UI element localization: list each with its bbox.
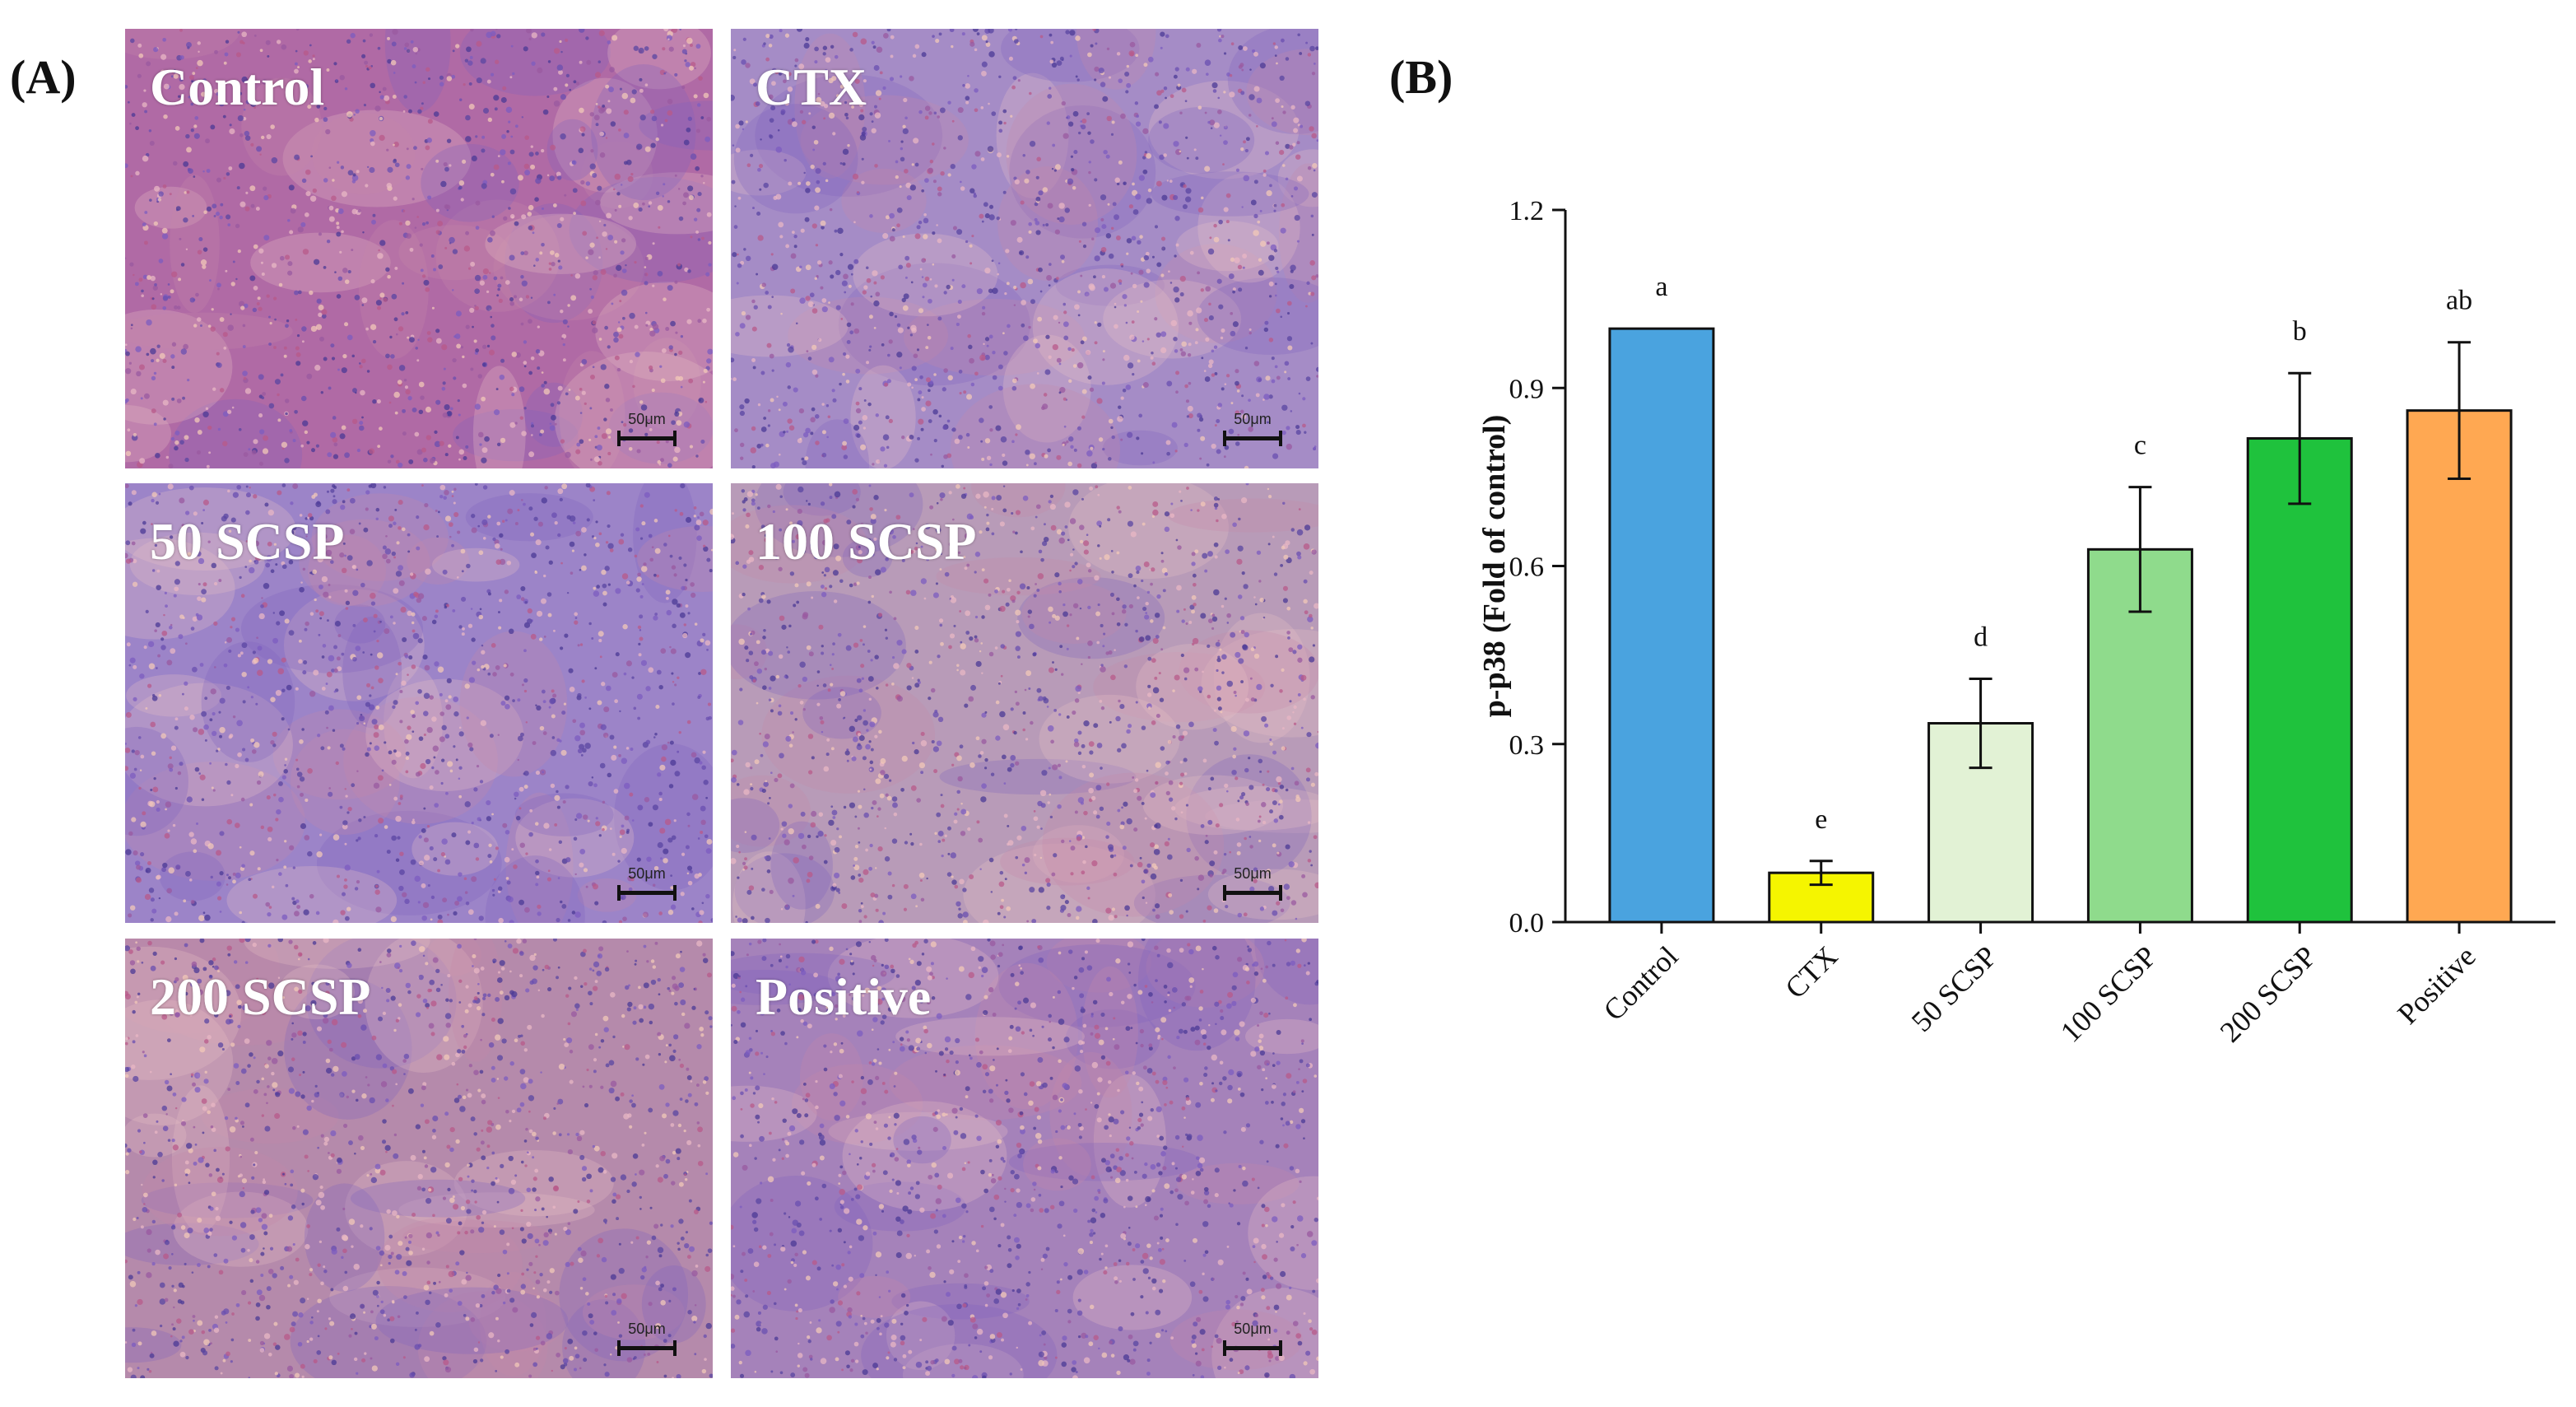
x-tick-label: 100 SCSP xyxy=(2054,939,2163,1048)
bar-chart: 0.0 0.3 0.6 0.9 1.2 p-p38 (Fold of control) a… xyxy=(1477,196,2555,1049)
tissue-image xyxy=(731,939,1318,1378)
scale-bar-label: 50μm xyxy=(1234,1321,1272,1337)
micrograph-title: 50 SCSP xyxy=(150,512,345,571)
micrograph-title: Positive xyxy=(756,967,932,1026)
y-tick-label: 0.6 xyxy=(1509,552,1545,583)
y-axis-title: p-p38 (Fold of control) xyxy=(1477,415,1512,718)
y-tick-label: 0.9 xyxy=(1509,374,1545,404)
significance-letter: e xyxy=(1815,804,1827,835)
micrograph-100-scsp: 100 SCSP 50μm xyxy=(731,483,1318,923)
x-tick-label: 200 SCSP xyxy=(2214,939,2323,1048)
x-tick-label: 50 SCSP xyxy=(1905,939,2004,1038)
scale-bar: 50μm xyxy=(1223,1321,1282,1356)
micrograph-title: 100 SCSP xyxy=(756,512,977,571)
y-tick-label: 0.0 xyxy=(1509,908,1545,939)
y-tick-label: 0.3 xyxy=(1509,730,1545,761)
tissue-image xyxy=(125,29,713,468)
tissue-image xyxy=(125,939,713,1378)
scale-bar-label: 50μm xyxy=(1234,411,1272,427)
scale-bar: 50μm xyxy=(617,865,677,901)
micrograph-50-scsp: 50 SCSP 50μm xyxy=(125,483,713,923)
micrograph-title: CTX xyxy=(756,58,867,116)
micrograph-title: Control xyxy=(150,58,325,116)
scale-bar-label: 50μm xyxy=(628,1321,666,1337)
micrograph-control: Control 50μm xyxy=(125,29,713,468)
chart-axes: 0.0 0.3 0.6 0.9 1.2 p-p38 (Fold of control) xyxy=(1477,196,2555,939)
significance-letter: ab xyxy=(2446,286,2472,316)
scale-bar-label: 50μm xyxy=(628,865,666,882)
significance-letter: b xyxy=(2293,316,2307,347)
x-tick-label: Positive xyxy=(2391,939,2481,1030)
scale-bar: 50μm xyxy=(1223,411,1282,446)
micrograph-title: 200 SCSP xyxy=(150,967,371,1026)
micrograph-ctx: CTX 50μm xyxy=(731,29,1318,468)
tissue-image xyxy=(731,29,1318,468)
bar xyxy=(2246,437,2353,924)
scale-bar-label: 50μm xyxy=(628,411,666,427)
scale-bar: 50μm xyxy=(1223,865,1282,901)
scale-bar-label: 50μm xyxy=(1234,865,1272,882)
significance-letter: d xyxy=(1974,622,1988,652)
panel-label-b: (B) xyxy=(1389,50,1453,104)
x-tick-label: CTX xyxy=(1779,939,1844,1004)
x-tick-label: Control xyxy=(1597,939,1684,1027)
scale-bar: 50μm xyxy=(617,1321,677,1356)
tissue-image xyxy=(731,483,1318,923)
chart-bars xyxy=(1608,327,2513,924)
y-tick-label: 1.2 xyxy=(1509,196,1545,226)
bar xyxy=(1608,327,1715,924)
scale-bar: 50μm xyxy=(617,411,677,446)
significance-letter: c xyxy=(2134,431,2146,461)
panel-label-a: (A) xyxy=(10,50,77,104)
micrograph-200-scsp: 200 SCSP 50μm xyxy=(125,939,713,1378)
bar xyxy=(2406,409,2513,924)
tissue-image xyxy=(125,483,713,923)
micrograph-positive: Positive 50μm xyxy=(731,939,1318,1378)
significance-letter: a xyxy=(1655,272,1667,302)
